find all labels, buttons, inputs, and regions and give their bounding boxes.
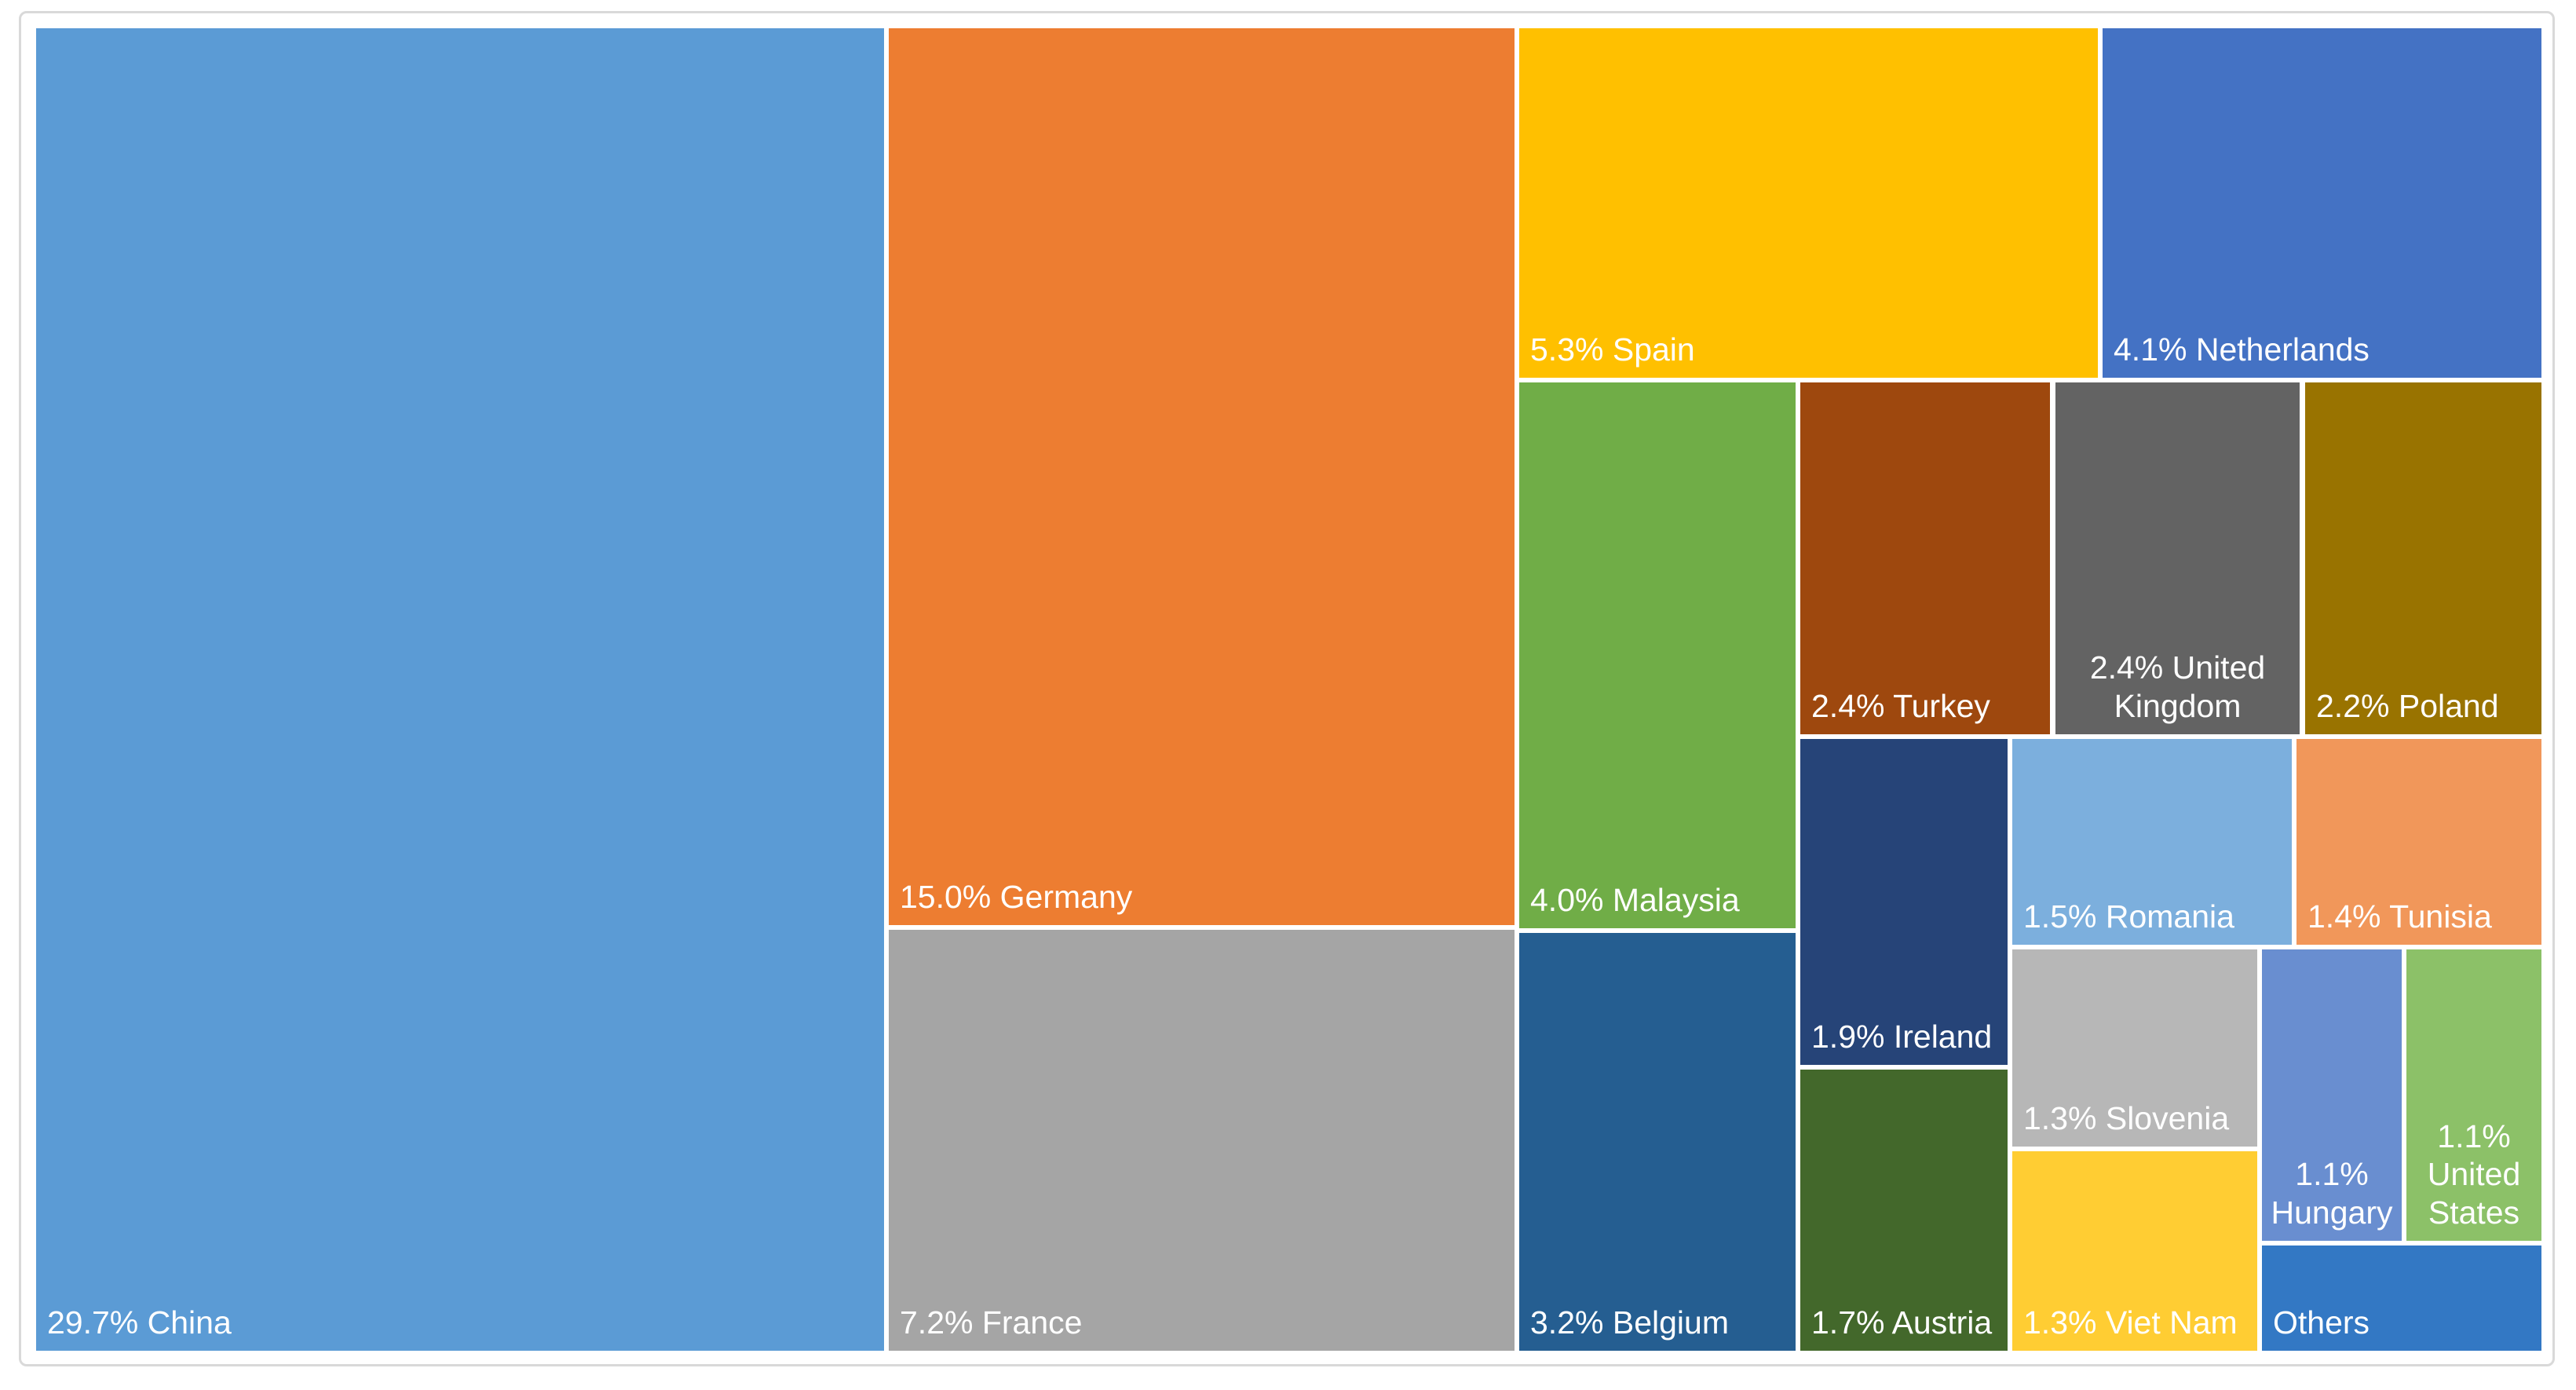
tile-label-slovenia: 1.3% Slovenia [2023,1099,2230,1136]
treemap-tile-romania[interactable]: 1.5% Romania [2012,739,2292,945]
tile-label-turkey: 2.4% Turkey [1811,687,1990,724]
treemap-tile-united-states[interactable]: 1.1% United States [2406,949,2541,1241]
treemap-tile-slovenia[interactable]: 1.3% Slovenia [2012,949,2257,1147]
tile-label-france: 7.2% France [900,1304,1083,1341]
treemap-tile-france[interactable]: 7.2% France [889,930,1515,1351]
treemap-tile-poland[interactable]: 2.2% Poland [2305,382,2541,734]
treemap-tile-germany[interactable]: 15.0% Germany [889,28,1515,925]
treemap-tile-others[interactable]: Others [2262,1246,2541,1351]
treemap-tile-malaysia[interactable]: 4.0% Malaysia [1519,382,1796,928]
tile-label-china: 29.7% China [47,1304,232,1341]
tile-label-poland: 2.2% Poland [2316,687,2499,724]
treemap-tile-hungary[interactable]: 1.1% Hungary [2262,949,2402,1241]
tile-label-viet-nam: 1.3% Viet Nam [2023,1304,2238,1341]
tile-label-austria: 1.7% Austria [1811,1304,1993,1341]
tile-label-germany: 15.0% Germany [900,878,1133,915]
tile-label-others: Others [2273,1304,2370,1341]
treemap-tile-spain[interactable]: 5.3% Spain [1519,28,2098,378]
treemap-tile-viet-nam[interactable]: 1.3% Viet Nam [2012,1151,2257,1351]
tile-label-united-states: 1.1% United States [2427,1117,2521,1231]
treemap-tile-china[interactable]: 29.7% China [36,28,884,1351]
tile-label-spain: 5.3% Spain [1530,331,1695,368]
treemap-tile-belgium[interactable]: 3.2% Belgium [1519,933,1796,1351]
tile-label-united-kingdom: 2.4% United Kingdom [2089,649,2266,724]
treemap-tile-united-kingdom[interactable]: 2.4% United Kingdom [2055,382,2300,734]
treemap-tile-netherlands[interactable]: 4.1% Netherlands [2103,28,2541,378]
tile-label-malaysia: 4.0% Malaysia [1530,881,1740,918]
treemap-tile-tunisia[interactable]: 1.4% Tunisia [2296,739,2541,945]
tile-label-netherlands: 4.1% Netherlands [2114,331,2370,368]
tile-label-hungary: 1.1% Hungary [2271,1156,2393,1231]
tile-label-romania: 1.5% Romania [2023,898,2234,935]
tile-label-ireland: 1.9% Ireland [1811,1018,1993,1055]
tile-label-belgium: 3.2% Belgium [1530,1304,1729,1341]
treemap-tile-austria[interactable]: 1.7% Austria [1800,1070,2008,1351]
treemap-tile-ireland[interactable]: 1.9% Ireland [1800,739,2008,1065]
tile-label-tunisia: 1.4% Tunisia [2307,898,2492,935]
treemap-tile-turkey[interactable]: 2.4% Turkey [1800,382,2050,734]
treemap: 29.7% China 15.0% Germany 7.2% France 5.3% … [36,28,2541,1351]
